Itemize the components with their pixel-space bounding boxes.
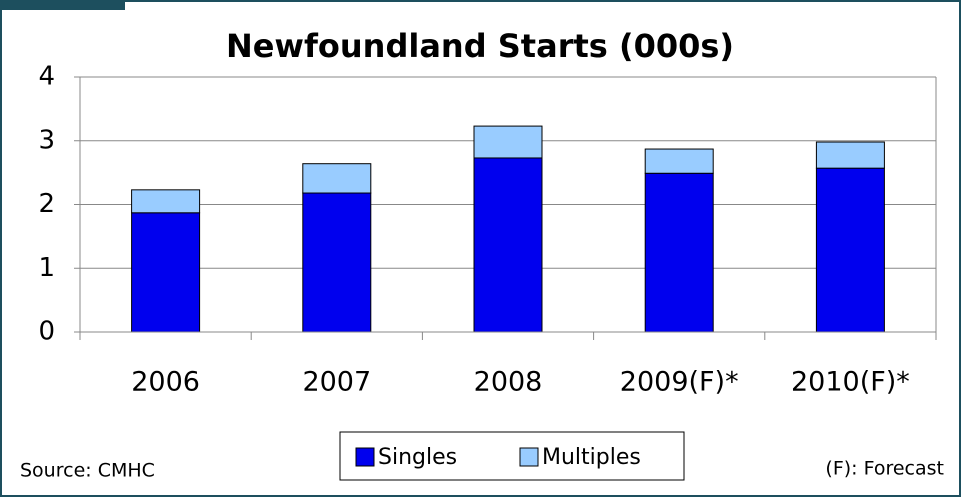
bar-segment <box>644 148 714 174</box>
legend-label: Multiples <box>542 445 641 470</box>
bar-segment <box>644 172 714 333</box>
note: (F): Forecast <box>825 458 944 480</box>
legend-swatch <box>355 447 375 467</box>
bar-segment <box>473 157 543 333</box>
bar-segment <box>131 212 201 333</box>
bar-segment <box>815 167 885 333</box>
legend-swatch <box>519 447 539 467</box>
chart-title: Newfoundland Starts (000s) <box>226 27 734 65</box>
y-tick-label: 0 <box>38 317 55 347</box>
y-tick-label: 1 <box>38 253 55 283</box>
bar-segment <box>302 163 372 194</box>
y-tick-label: 4 <box>38 62 55 92</box>
y-tick-label: 2 <box>38 189 55 219</box>
x-tick-label: 2006 <box>131 367 200 398</box>
x-tick-label: 2010(F)* <box>791 367 910 398</box>
x-tick-label: 2008 <box>474 367 543 398</box>
y-tick-label: 3 <box>38 125 55 155</box>
bar-segment <box>302 192 372 333</box>
x-tick-label: 2007 <box>302 367 371 398</box>
bar-segment <box>473 125 543 159</box>
source: Source: CMHC <box>20 460 155 482</box>
tab <box>0 0 125 10</box>
x-tick-label: 2009(F)* <box>620 367 739 398</box>
legend-box <box>339 431 685 481</box>
bar-segment <box>131 189 201 214</box>
legend-label: Singles <box>378 445 457 470</box>
bar-segment <box>815 141 885 169</box>
